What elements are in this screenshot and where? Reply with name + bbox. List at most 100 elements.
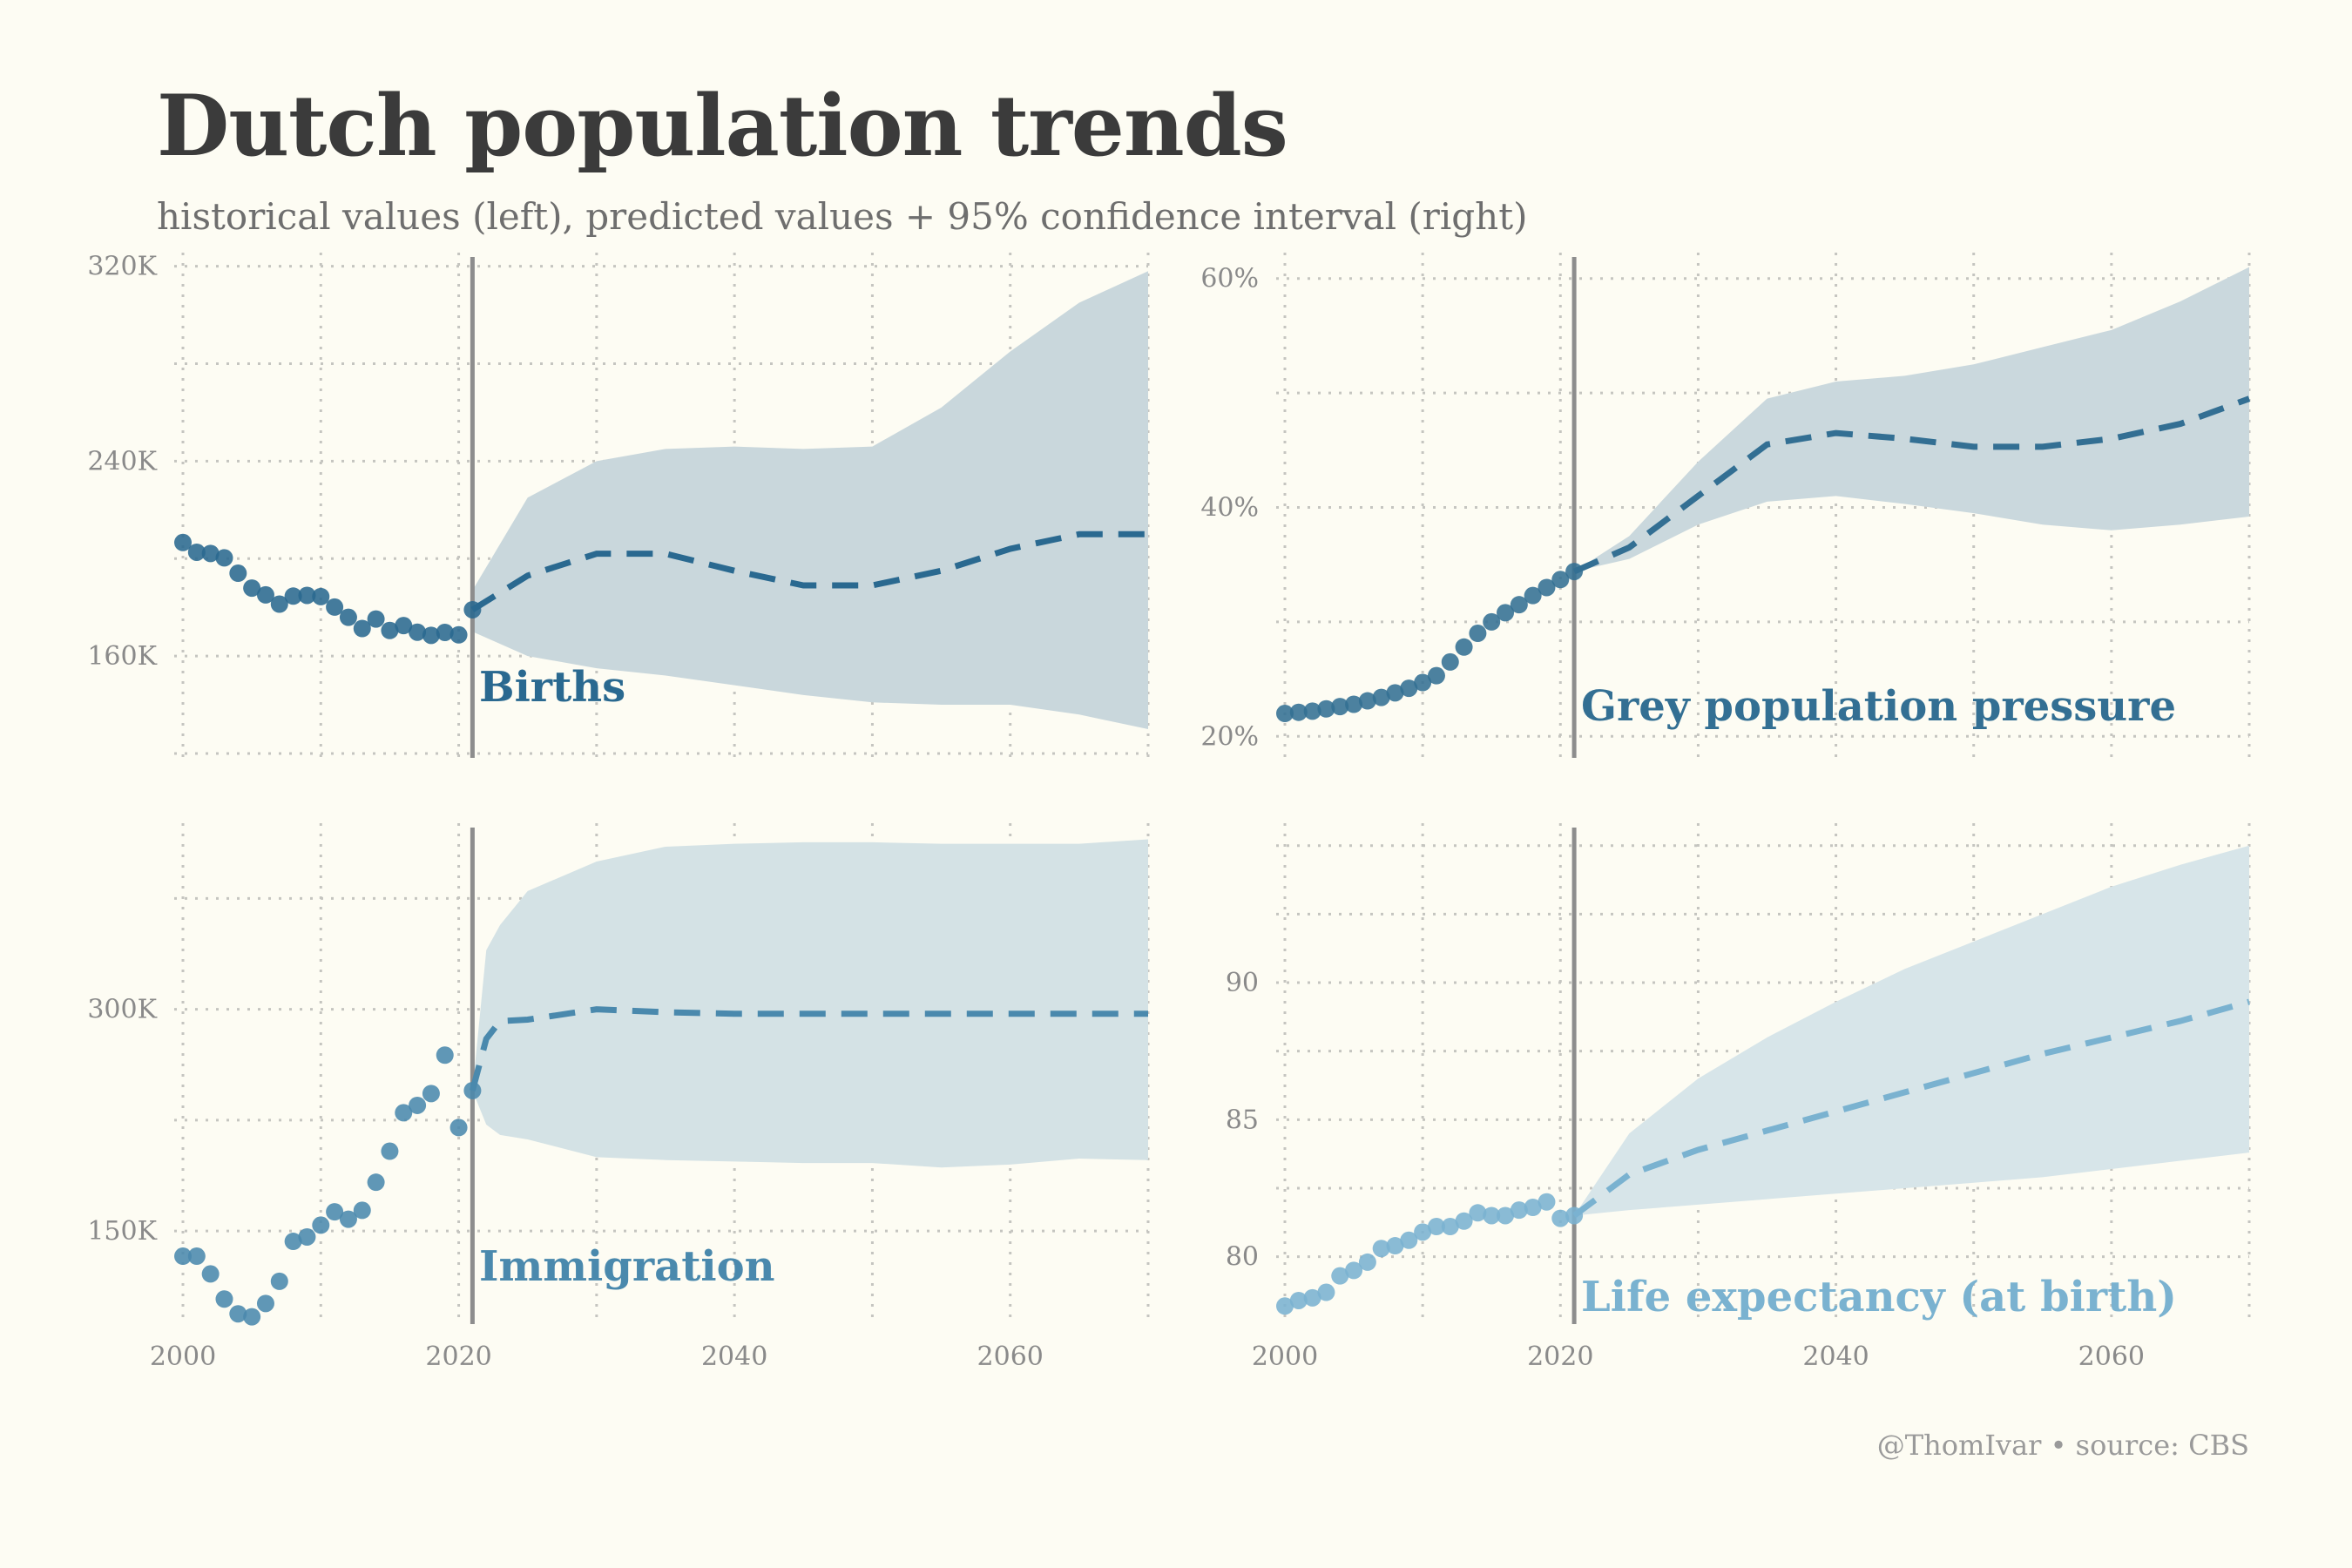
data-point bbox=[1331, 698, 1349, 716]
data-point bbox=[215, 1290, 233, 1308]
data-point bbox=[449, 625, 468, 644]
panel-2: 20% 40% 60% Grey population pressure bbox=[1200, 253, 2251, 758]
data-point bbox=[298, 586, 316, 605]
data-point bbox=[243, 1308, 261, 1326]
data-point bbox=[1345, 695, 1363, 713]
y-tick-label: 320K bbox=[87, 252, 157, 282]
data-point bbox=[312, 1216, 330, 1234]
data-point bbox=[270, 1272, 288, 1290]
data-point bbox=[1331, 1267, 1349, 1285]
data-point bbox=[326, 1203, 344, 1221]
data-point bbox=[367, 610, 385, 628]
panel-label: Grey population pressure bbox=[1581, 682, 2176, 731]
data-point bbox=[436, 1046, 454, 1064]
x-tick-label: 2020 bbox=[1527, 1342, 1593, 1372]
chart-title: Dutch population trends bbox=[157, 77, 1288, 175]
data-point bbox=[1441, 1218, 1459, 1236]
data-point bbox=[1386, 684, 1404, 702]
data-point bbox=[1455, 1212, 1473, 1230]
data-point bbox=[187, 543, 206, 561]
data-point bbox=[1455, 638, 1473, 656]
data-point bbox=[326, 598, 344, 616]
confidence-band bbox=[472, 839, 1148, 1168]
data-point bbox=[1524, 586, 1542, 605]
y-tick-label: 150K bbox=[87, 1216, 157, 1247]
y-tick-label: 160K bbox=[87, 641, 157, 672]
source-caption: @ThomIvar • source: CBS bbox=[1876, 1429, 2249, 1462]
data-point bbox=[284, 587, 302, 605]
data-point bbox=[1358, 692, 1376, 710]
data-point bbox=[1303, 1288, 1321, 1307]
y-tick-label: 90 bbox=[1226, 968, 1259, 998]
data-point bbox=[1469, 625, 1487, 643]
y-tick-label: 60% bbox=[1200, 264, 1259, 294]
data-point bbox=[1414, 673, 1432, 692]
data-point bbox=[463, 1081, 482, 1099]
data-point bbox=[1317, 700, 1335, 718]
data-point bbox=[1414, 1223, 1432, 1241]
panel-label: Immigration bbox=[479, 1242, 775, 1291]
data-point bbox=[1289, 1291, 1308, 1309]
data-point bbox=[1510, 1201, 1528, 1220]
data-point bbox=[1565, 1206, 1584, 1225]
forecast-line bbox=[470, 1006, 1148, 1092]
forecast-line bbox=[470, 531, 1148, 612]
data-point bbox=[1538, 1193, 1556, 1211]
data-point bbox=[1276, 705, 1294, 723]
data-point bbox=[449, 1119, 468, 1137]
data-point bbox=[187, 1247, 206, 1266]
panel-3: 150K 300K 2000 2020 2040 2060 Immigration bbox=[87, 823, 1150, 1372]
data-point bbox=[1551, 1209, 1570, 1227]
confidence-band bbox=[1574, 267, 2249, 572]
data-point bbox=[256, 1294, 274, 1313]
y-tick-label: 20% bbox=[1200, 721, 1259, 752]
data-point bbox=[229, 1305, 247, 1323]
data-point bbox=[1483, 1206, 1501, 1225]
data-point bbox=[1510, 596, 1528, 614]
data-point bbox=[1345, 1261, 1363, 1280]
data-point bbox=[1400, 1231, 1418, 1249]
data-point bbox=[339, 608, 357, 626]
panel-label: Life expectancy (at birth) bbox=[1581, 1273, 2177, 1321]
data-point bbox=[270, 595, 288, 613]
data-point bbox=[1497, 1206, 1515, 1225]
panel-1: 160K 240K 320K Births bbox=[87, 252, 1150, 758]
data-point bbox=[1497, 604, 1515, 622]
data-point bbox=[174, 1247, 192, 1266]
data-point bbox=[463, 600, 482, 618]
data-point bbox=[409, 623, 427, 641]
x-tick-label: 2020 bbox=[425, 1342, 491, 1372]
data-point bbox=[298, 1227, 316, 1246]
x-tick-label: 2040 bbox=[1802, 1342, 1869, 1372]
data-point bbox=[436, 623, 454, 641]
chart-subtitle: historical values (left), predicted valu… bbox=[157, 195, 1528, 238]
data-point bbox=[353, 619, 371, 638]
data-point bbox=[1372, 1240, 1390, 1258]
data-point bbox=[201, 544, 220, 563]
data-point bbox=[1551, 571, 1570, 589]
data-point bbox=[243, 579, 261, 598]
data-point bbox=[1400, 679, 1418, 698]
x-tick-label: 2060 bbox=[2078, 1342, 2145, 1372]
data-point bbox=[409, 1096, 427, 1114]
data-point bbox=[256, 585, 274, 604]
panel-4: 80 85 90 2000 2020 2040 2060 Life expectancy (a… bbox=[1226, 823, 2251, 1372]
data-point bbox=[284, 1233, 302, 1251]
data-point bbox=[1303, 702, 1321, 720]
data-point bbox=[367, 1173, 385, 1192]
data-point bbox=[1289, 703, 1308, 721]
data-point bbox=[395, 617, 413, 635]
data-point bbox=[1276, 1297, 1294, 1315]
data-point bbox=[1372, 688, 1390, 706]
data-point bbox=[381, 1142, 399, 1160]
data-point bbox=[312, 587, 330, 605]
data-point bbox=[215, 549, 233, 567]
data-point bbox=[422, 1085, 440, 1103]
data-point bbox=[1483, 612, 1501, 631]
data-point bbox=[339, 1210, 357, 1228]
confidence-band bbox=[472, 271, 1148, 730]
data-point bbox=[229, 564, 247, 583]
data-point bbox=[1427, 1218, 1445, 1236]
y-tick-label: 240K bbox=[87, 446, 157, 476]
